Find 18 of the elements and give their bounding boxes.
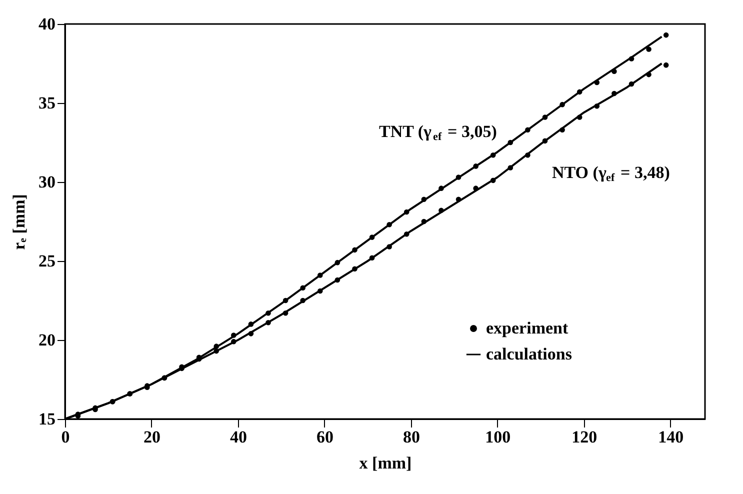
y-axis-title: rₑ [mm]	[10, 194, 28, 250]
x-tick-label: 100	[485, 428, 511, 446]
x-tick-label: 80	[402, 428, 420, 446]
y-tick-label: 40	[38, 14, 56, 34]
legend-label: experiment	[486, 318, 568, 338]
y-tick-label: 20	[38, 330, 56, 350]
x-axis-title: x [mm]	[359, 454, 412, 472]
y-tick-label: 35	[38, 94, 56, 112]
x-tick-label: 40	[230, 428, 247, 446]
x-tick-label: 140	[658, 428, 684, 446]
x-tick-label: 0	[61, 428, 70, 446]
x-tick-label: 120	[572, 428, 598, 446]
y-tick-label: 15	[38, 410, 56, 428]
x-tick-label: 20	[143, 428, 160, 446]
x-tick-label: 60	[316, 428, 334, 446]
legend-label: calculations	[486, 344, 572, 364]
y-tick-label: 25	[38, 252, 56, 270]
y-tick-label: 30	[38, 172, 56, 192]
